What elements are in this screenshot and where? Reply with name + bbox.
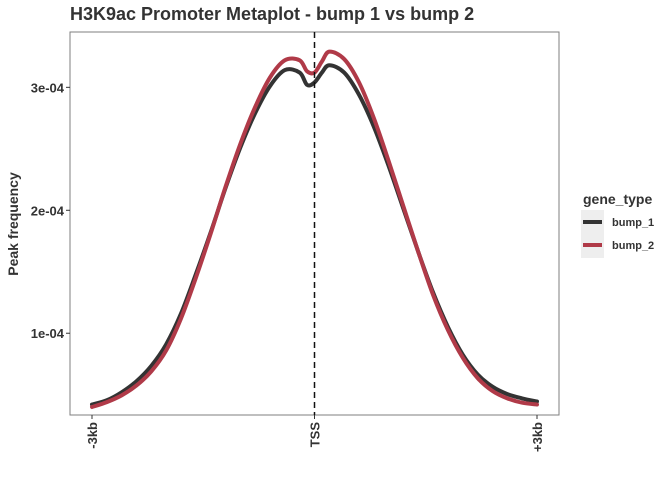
x-axis: -3kb TSS +3kb bbox=[85, 415, 545, 452]
legend-label-bump_1: bump_1 bbox=[612, 217, 654, 229]
y-axis-title: Peak frequency bbox=[5, 172, 21, 276]
y-axis: 1e-04 2e-04 3e-04 bbox=[31, 80, 70, 341]
x-tick-label-2: +3kb bbox=[530, 422, 545, 452]
legend-key-background bbox=[581, 210, 604, 258]
x-tick-label-0: -3kb bbox=[85, 422, 100, 449]
x-tick-label-1: TSS bbox=[308, 422, 323, 448]
y-tick-label-2: 3e-04 bbox=[31, 80, 65, 95]
legend: gene_type bump_1 bump_2 bbox=[581, 191, 654, 258]
y-tick-label-1: 2e-04 bbox=[31, 203, 65, 218]
legend-title: gene_type bbox=[583, 191, 652, 207]
y-tick-label-0: 1e-04 bbox=[31, 326, 65, 341]
chart-title: H3K9ac Promoter Metaplot - bump 1 vs bum… bbox=[70, 4, 474, 24]
legend-label-bump_2: bump_2 bbox=[612, 240, 654, 252]
